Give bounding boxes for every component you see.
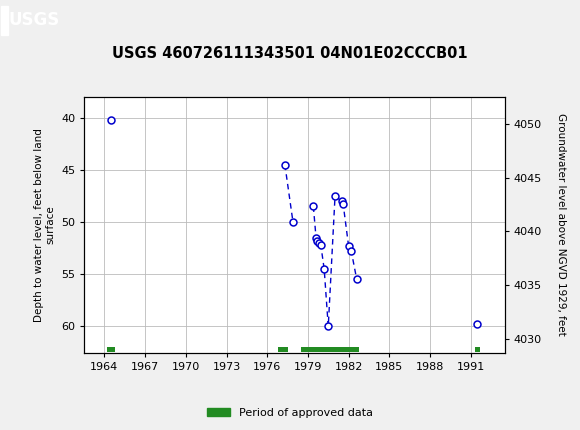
Bar [301, 347, 360, 352]
Text: USGS 460726111343501 04N01E02CCCB01: USGS 460726111343501 04N01E02CCCB01 [112, 46, 468, 61]
Bar [475, 347, 480, 352]
Bar [1, 6, 8, 35]
Text: USGS: USGS [9, 12, 60, 29]
Legend: Period of approved data: Period of approved data [203, 403, 377, 422]
Y-axis label: Depth to water level, feet below land
surface: Depth to water level, feet below land su… [34, 128, 56, 322]
Y-axis label: Groundwater level above NGVD 1929, feet: Groundwater level above NGVD 1929, feet [556, 113, 566, 336]
Bar [107, 347, 115, 352]
Bar [278, 347, 288, 352]
